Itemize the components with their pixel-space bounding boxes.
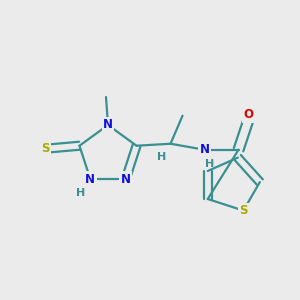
Text: O: O: [244, 108, 254, 121]
Text: H: H: [76, 188, 85, 198]
Text: N: N: [103, 118, 113, 131]
Text: H: H: [205, 159, 214, 169]
Text: N: N: [200, 143, 209, 156]
Text: N: N: [85, 173, 95, 186]
Text: S: S: [239, 204, 248, 217]
Text: H: H: [157, 152, 166, 162]
Text: N: N: [121, 173, 130, 186]
Text: S: S: [41, 142, 50, 155]
